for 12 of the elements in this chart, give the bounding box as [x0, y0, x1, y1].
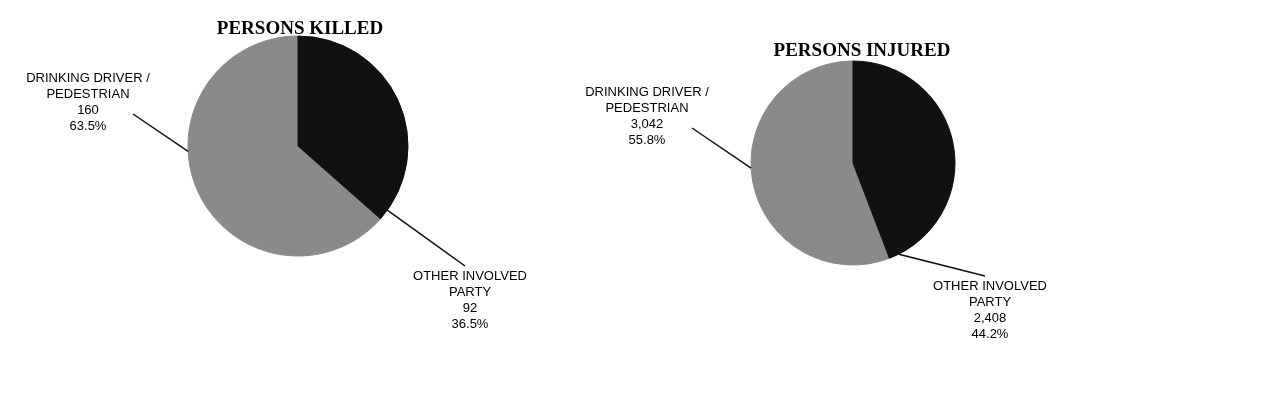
slice-label: OTHER INVOLVED PARTY [413, 268, 527, 299]
data-label: 3,042 55.8% [628, 116, 666, 147]
chart-title: PERSONS INJURED [773, 39, 951, 60]
data-label: 160 63.5% [69, 102, 107, 133]
pie-slice [187, 35, 381, 257]
data-label: 2,408 44.2% [971, 310, 1009, 341]
chart-title: PERSONS KILLED [216, 17, 384, 38]
data-label: 92 36.5% [451, 300, 489, 331]
pie-slice [750, 60, 890, 266]
slice-label: DRINKING DRIVER / PEDESTRIAN [26, 70, 151, 101]
slice-label: DRINKING DRIVER / PEDESTRIAN [585, 84, 710, 115]
slice-label: OTHER INVOLVED PARTY [933, 278, 1047, 309]
